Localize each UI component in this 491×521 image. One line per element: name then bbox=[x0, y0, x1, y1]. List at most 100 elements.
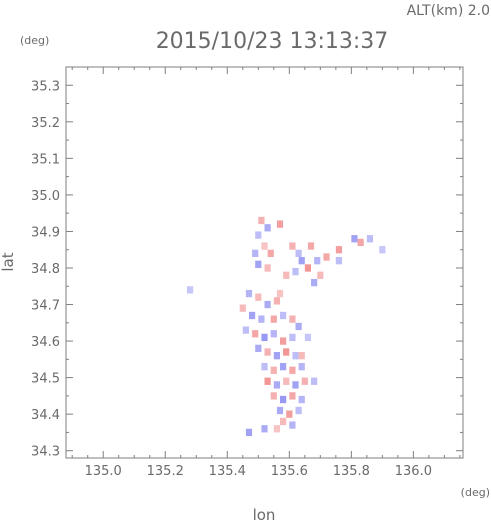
echo-cell bbox=[298, 257, 305, 265]
echo-cell bbox=[245, 289, 253, 298]
echo-cell bbox=[276, 220, 284, 228]
echo-cell bbox=[255, 231, 262, 239]
y-tick-label: 34.8 bbox=[31, 262, 60, 277]
echo-cell bbox=[270, 366, 277, 374]
echo-cell bbox=[292, 381, 299, 389]
y-axis-title: lat bbox=[0, 252, 17, 271]
echo-cell bbox=[270, 315, 277, 323]
echo-cell bbox=[283, 271, 290, 279]
echo-cell bbox=[311, 278, 318, 287]
echo-cell bbox=[283, 377, 290, 385]
echo-cell bbox=[366, 235, 374, 243]
echo-cell bbox=[295, 249, 302, 258]
echo-cell bbox=[186, 286, 194, 294]
echo-cell bbox=[273, 352, 281, 360]
echo-cell bbox=[280, 417, 287, 426]
echo-cells bbox=[186, 216, 386, 437]
timestamp-title: 2015/10/23 13:13:37 bbox=[156, 29, 389, 54]
echo-cell bbox=[280, 311, 287, 320]
echo-cell bbox=[264, 264, 271, 272]
echo-cell bbox=[298, 395, 305, 404]
echo-cell bbox=[289, 333, 296, 342]
y-tick-label: 35.2 bbox=[31, 116, 60, 131]
echo-cell bbox=[270, 330, 277, 338]
echo-cell bbox=[335, 246, 343, 254]
echo-cell bbox=[264, 377, 271, 385]
echo-cell bbox=[264, 348, 271, 356]
echo-cell bbox=[304, 264, 312, 272]
echo-cell bbox=[276, 406, 284, 415]
y-tick-labels: 34.3 34.4 34.5 34.6 34.7 34.8 34.9 35.0 35.1 35.2… bbox=[31, 79, 60, 459]
echo-cell bbox=[323, 253, 330, 261]
echo-cell bbox=[280, 337, 287, 345]
echo-cell bbox=[295, 322, 302, 331]
echo-cell bbox=[307, 242, 315, 250]
echo-cell bbox=[273, 381, 281, 389]
echo-cell bbox=[261, 333, 268, 342]
echo-cell bbox=[248, 311, 256, 320]
echo-cell bbox=[267, 249, 274, 258]
echo-cell bbox=[289, 421, 296, 429]
echo-cell bbox=[239, 304, 246, 312]
x-axis-title: lon bbox=[253, 506, 276, 521]
echo-cell bbox=[286, 410, 293, 418]
echo-cell bbox=[255, 293, 262, 301]
x-tick-label: 135.4 bbox=[209, 464, 246, 479]
echo-cell bbox=[298, 362, 305, 371]
x-tick-label: 136.0 bbox=[395, 464, 432, 479]
echo-cell bbox=[245, 428, 253, 437]
y-tick-label: 35.0 bbox=[31, 189, 60, 204]
echo-cell bbox=[292, 267, 299, 276]
x-unit-label: (deg) bbox=[461, 486, 490, 499]
x-tick-label: 135.2 bbox=[147, 464, 184, 479]
echo-cell bbox=[270, 392, 277, 400]
echo-cell bbox=[255, 344, 262, 353]
y-tick-label: 35.1 bbox=[31, 152, 60, 167]
echo-cell bbox=[357, 238, 364, 247]
echo-cell bbox=[335, 257, 343, 265]
y-tick-label: 34.3 bbox=[31, 445, 60, 460]
echo-cell bbox=[273, 425, 281, 433]
axis-ticks bbox=[66, 66, 463, 458]
echo-cell bbox=[289, 392, 296, 400]
plot-frame bbox=[65, 66, 464, 459]
echo-cell bbox=[273, 297, 281, 305]
x-tick-label: 135.8 bbox=[333, 464, 370, 479]
echo-cell bbox=[351, 235, 358, 243]
y-tick-label: 34.7 bbox=[31, 299, 60, 314]
echo-cell bbox=[311, 377, 318, 385]
y-tick-label: 34.5 bbox=[31, 372, 60, 387]
echo-cell bbox=[280, 395, 287, 404]
echo-cell bbox=[252, 330, 259, 338]
echo-cell bbox=[317, 271, 324, 279]
echo-cell bbox=[379, 246, 386, 254]
echo-cell bbox=[242, 326, 249, 334]
echo-cell bbox=[289, 242, 296, 250]
echo-cell bbox=[280, 362, 287, 371]
echo-cell bbox=[261, 362, 268, 371]
echo-cell bbox=[298, 352, 305, 360]
echo-cell bbox=[264, 224, 271, 232]
y-tick-label: 35.3 bbox=[31, 79, 60, 94]
echo-cell bbox=[292, 352, 299, 360]
y-tick-label: 34.6 bbox=[31, 335, 60, 350]
echo-cell bbox=[252, 249, 259, 258]
echo-cell bbox=[258, 315, 265, 323]
x-tick-label: 135.0 bbox=[85, 464, 122, 479]
echo-cell bbox=[301, 377, 308, 385]
echo-cell bbox=[289, 366, 296, 374]
echo-cell bbox=[258, 216, 265, 225]
echo-cell bbox=[276, 289, 284, 298]
y-unit-label: (deg) bbox=[20, 34, 49, 47]
y-tick-label: 34.9 bbox=[31, 225, 60, 240]
echo-cell bbox=[255, 260, 262, 268]
echo-cell bbox=[304, 333, 312, 342]
echo-cell bbox=[261, 425, 268, 433]
x-tick-labels: 135.0 135.2 135.4 135.6 135.8 136.0 bbox=[85, 464, 432, 479]
x-tick-label: 135.6 bbox=[271, 464, 308, 479]
y-tick-label: 34.4 bbox=[31, 408, 60, 423]
echo-cell bbox=[295, 406, 302, 415]
echo-cell bbox=[261, 242, 268, 250]
echo-cell bbox=[314, 257, 321, 265]
